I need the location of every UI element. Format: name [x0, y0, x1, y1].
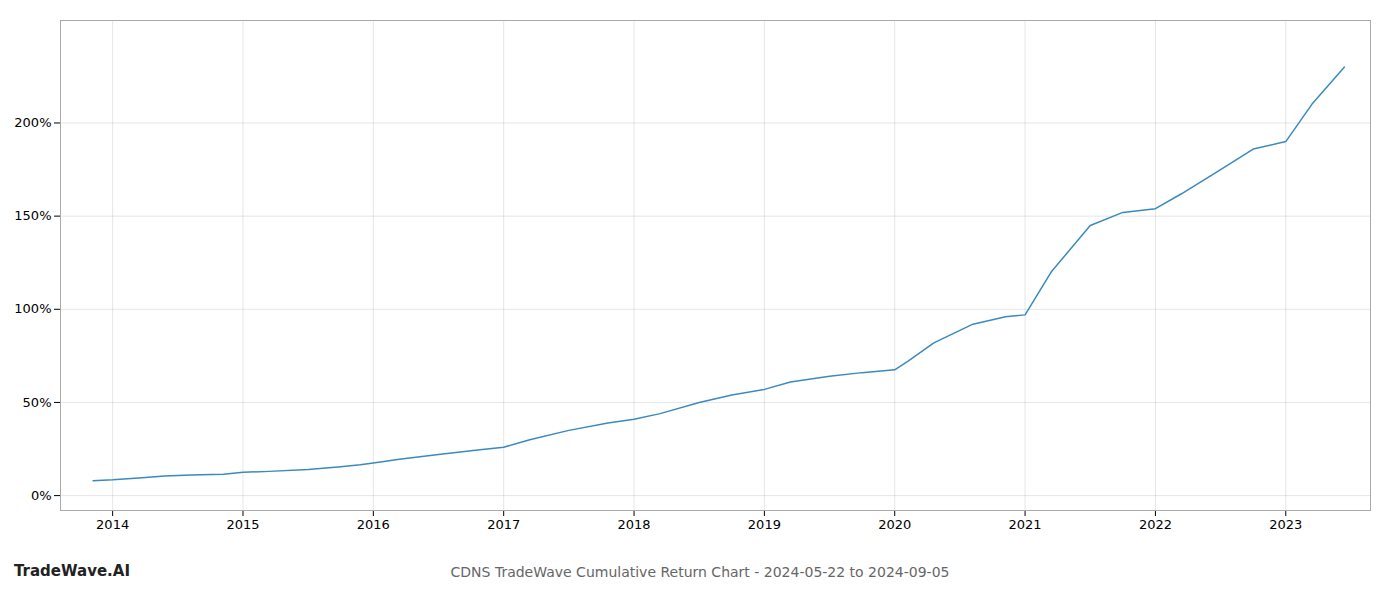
svg-text:2017: 2017 — [487, 517, 520, 532]
svg-text:100%: 100% — [14, 301, 51, 316]
svg-text:2023: 2023 — [1269, 517, 1302, 532]
svg-text:2015: 2015 — [226, 517, 259, 532]
svg-text:0%: 0% — [31, 488, 52, 503]
svg-text:2018: 2018 — [617, 517, 650, 532]
svg-text:200%: 200% — [14, 115, 51, 130]
svg-text:2020: 2020 — [878, 517, 911, 532]
svg-text:2016: 2016 — [357, 517, 390, 532]
svg-text:2021: 2021 — [1009, 517, 1042, 532]
svg-text:2014: 2014 — [96, 517, 129, 532]
svg-text:50%: 50% — [23, 395, 52, 410]
svg-text:2022: 2022 — [1139, 517, 1172, 532]
svg-text:150%: 150% — [14, 208, 51, 223]
svg-text:2019: 2019 — [748, 517, 781, 532]
html-text:TradeWave.AI: TradeWave.AI — [14, 562, 130, 580]
html-text:CDNS TradeWave Cumulative Retu: CDNS TradeWave Cumulative Return Chart -… — [450, 564, 950, 580]
